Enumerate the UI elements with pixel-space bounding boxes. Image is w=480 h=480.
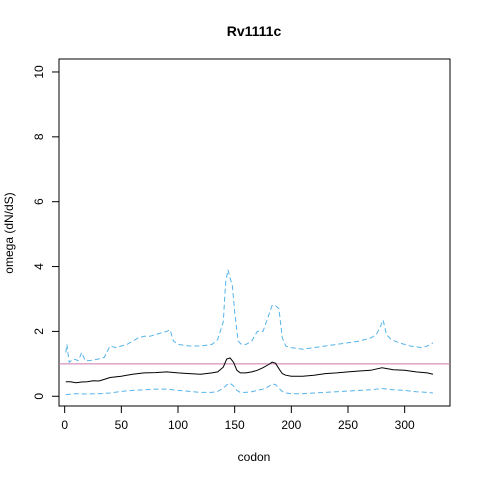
x-tick-label: 150 <box>225 418 245 432</box>
x-axis: 0 50 100 150 200 250 300 <box>61 405 415 432</box>
x-axis-title: codon <box>238 450 271 464</box>
y-axis: 0 2 4 6 8 10 <box>32 65 60 400</box>
x-tick-label: 100 <box>168 418 188 432</box>
y-tick-label: 6 <box>32 198 46 205</box>
y-tick-label: 0 <box>32 393 46 400</box>
plot-frame <box>58 58 451 407</box>
series-line-lower <box>65 382 434 396</box>
series-line-estimate <box>65 357 434 384</box>
y-tick-label: 4 <box>32 263 46 270</box>
x-tick-label: 200 <box>281 418 301 432</box>
x-tick-label: 0 <box>61 418 68 432</box>
y-tick-label: 10 <box>32 65 46 79</box>
x-tick-label: 50 <box>115 418 129 432</box>
x-tick-label: 300 <box>395 418 415 432</box>
y-tick-label: 8 <box>32 133 46 140</box>
y-tick-label: 2 <box>32 328 46 335</box>
series-layer <box>65 269 434 396</box>
chart-title: Rv1111c <box>227 23 282 39</box>
y-axis-title: omega (dN/dS) <box>2 192 16 273</box>
series-line-upper <box>65 269 434 364</box>
x-tick-label: 250 <box>338 418 358 432</box>
